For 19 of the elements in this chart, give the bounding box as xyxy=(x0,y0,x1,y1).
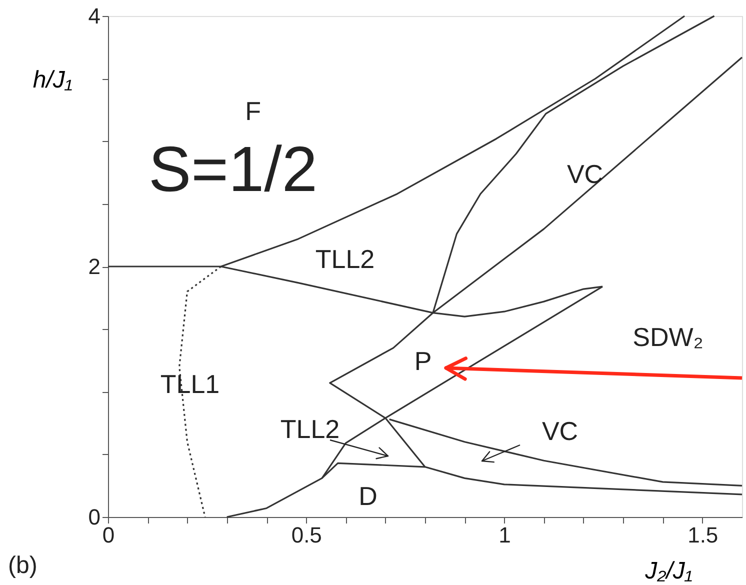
annotation: P xyxy=(414,346,432,376)
annotation: TLL2 xyxy=(280,414,340,444)
annotation: VC xyxy=(542,416,578,446)
x-tick-label: 1.5 xyxy=(688,522,718,548)
annotation: F xyxy=(245,96,261,126)
annotation: SDW₂ xyxy=(632,322,704,352)
y-axis-title: h/J₁ xyxy=(32,66,72,94)
annotation: TLL1 xyxy=(160,369,220,399)
annotation: TLL2 xyxy=(315,244,375,274)
annotation: D xyxy=(358,481,378,511)
x-tick-label: 0.5 xyxy=(291,522,322,548)
annotation: VC xyxy=(566,159,604,189)
text: (b) xyxy=(8,552,38,579)
y-tick-label: 4 xyxy=(88,4,100,28)
y-tick-label: 0 xyxy=(88,504,100,530)
x-axis-title: J₂/J₁ xyxy=(644,558,692,584)
x-tick-label: 1 xyxy=(498,522,511,548)
y-tick-label: 2 xyxy=(88,254,100,279)
annotation: S=1/2 xyxy=(148,133,318,205)
